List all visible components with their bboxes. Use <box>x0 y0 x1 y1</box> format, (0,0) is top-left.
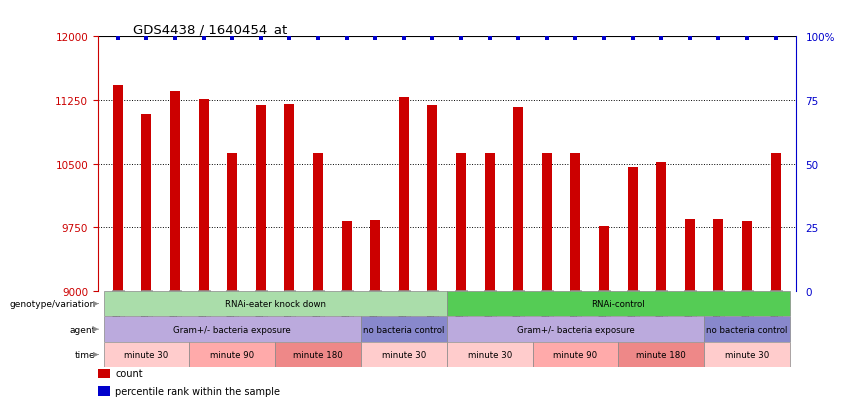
Bar <box>170 92 180 291</box>
Bar <box>599 227 609 291</box>
Bar <box>341 222 351 291</box>
Text: GDS4438 / 1640454_at: GDS4438 / 1640454_at <box>133 23 287 36</box>
Bar <box>533 342 619 368</box>
Bar <box>542 154 552 291</box>
Text: genotype/variation: genotype/variation <box>9 299 96 309</box>
Bar <box>104 291 447 317</box>
Text: minute 30: minute 30 <box>382 350 426 359</box>
Text: minute 90: minute 90 <box>553 350 597 359</box>
Text: percentile rank within the sample: percentile rank within the sample <box>116 386 280 396</box>
Bar <box>771 154 780 291</box>
Bar <box>456 153 466 291</box>
Text: RNAi-eater knock down: RNAi-eater knock down <box>225 299 326 309</box>
Bar <box>104 342 190 368</box>
Bar <box>370 221 380 291</box>
Bar <box>275 342 361 368</box>
Bar <box>98 386 111 396</box>
Bar <box>427 106 437 291</box>
Bar <box>628 168 637 291</box>
Bar <box>447 317 704 342</box>
Bar <box>619 342 704 368</box>
Text: minute 180: minute 180 <box>294 350 343 359</box>
Bar <box>141 115 151 291</box>
Bar <box>361 317 447 342</box>
Bar <box>198 100 208 291</box>
Text: minute 30: minute 30 <box>124 350 168 359</box>
Bar <box>685 219 695 291</box>
Bar <box>570 154 580 291</box>
Bar <box>104 317 361 342</box>
Text: time: time <box>75 350 96 359</box>
Bar <box>361 342 447 368</box>
Bar <box>704 317 790 342</box>
Bar <box>190 342 275 368</box>
Text: Gram+/- bacteria exposure: Gram+/- bacteria exposure <box>517 325 634 334</box>
Text: minute 30: minute 30 <box>467 350 511 359</box>
Bar <box>256 106 266 291</box>
Text: minute 30: minute 30 <box>725 350 769 359</box>
Text: minute 90: minute 90 <box>210 350 254 359</box>
Bar <box>447 342 533 368</box>
Bar <box>98 369 111 378</box>
Bar <box>284 105 294 291</box>
Text: Gram+/- bacteria exposure: Gram+/- bacteria exposure <box>174 325 291 334</box>
Bar <box>656 162 666 291</box>
Bar <box>447 291 790 317</box>
Text: no bacteria control: no bacteria control <box>706 325 788 334</box>
Text: no bacteria control: no bacteria control <box>363 325 444 334</box>
Text: count: count <box>116 368 143 379</box>
Bar <box>742 222 752 291</box>
Bar <box>513 107 523 291</box>
Bar <box>399 98 408 291</box>
Bar <box>113 86 123 291</box>
Bar <box>313 154 323 291</box>
Bar <box>713 219 723 291</box>
Text: agent: agent <box>70 325 96 334</box>
Bar <box>227 154 237 291</box>
Text: RNAi-control: RNAi-control <box>591 299 645 309</box>
Bar <box>704 342 790 368</box>
Bar <box>485 154 494 291</box>
Text: minute 180: minute 180 <box>637 350 686 359</box>
